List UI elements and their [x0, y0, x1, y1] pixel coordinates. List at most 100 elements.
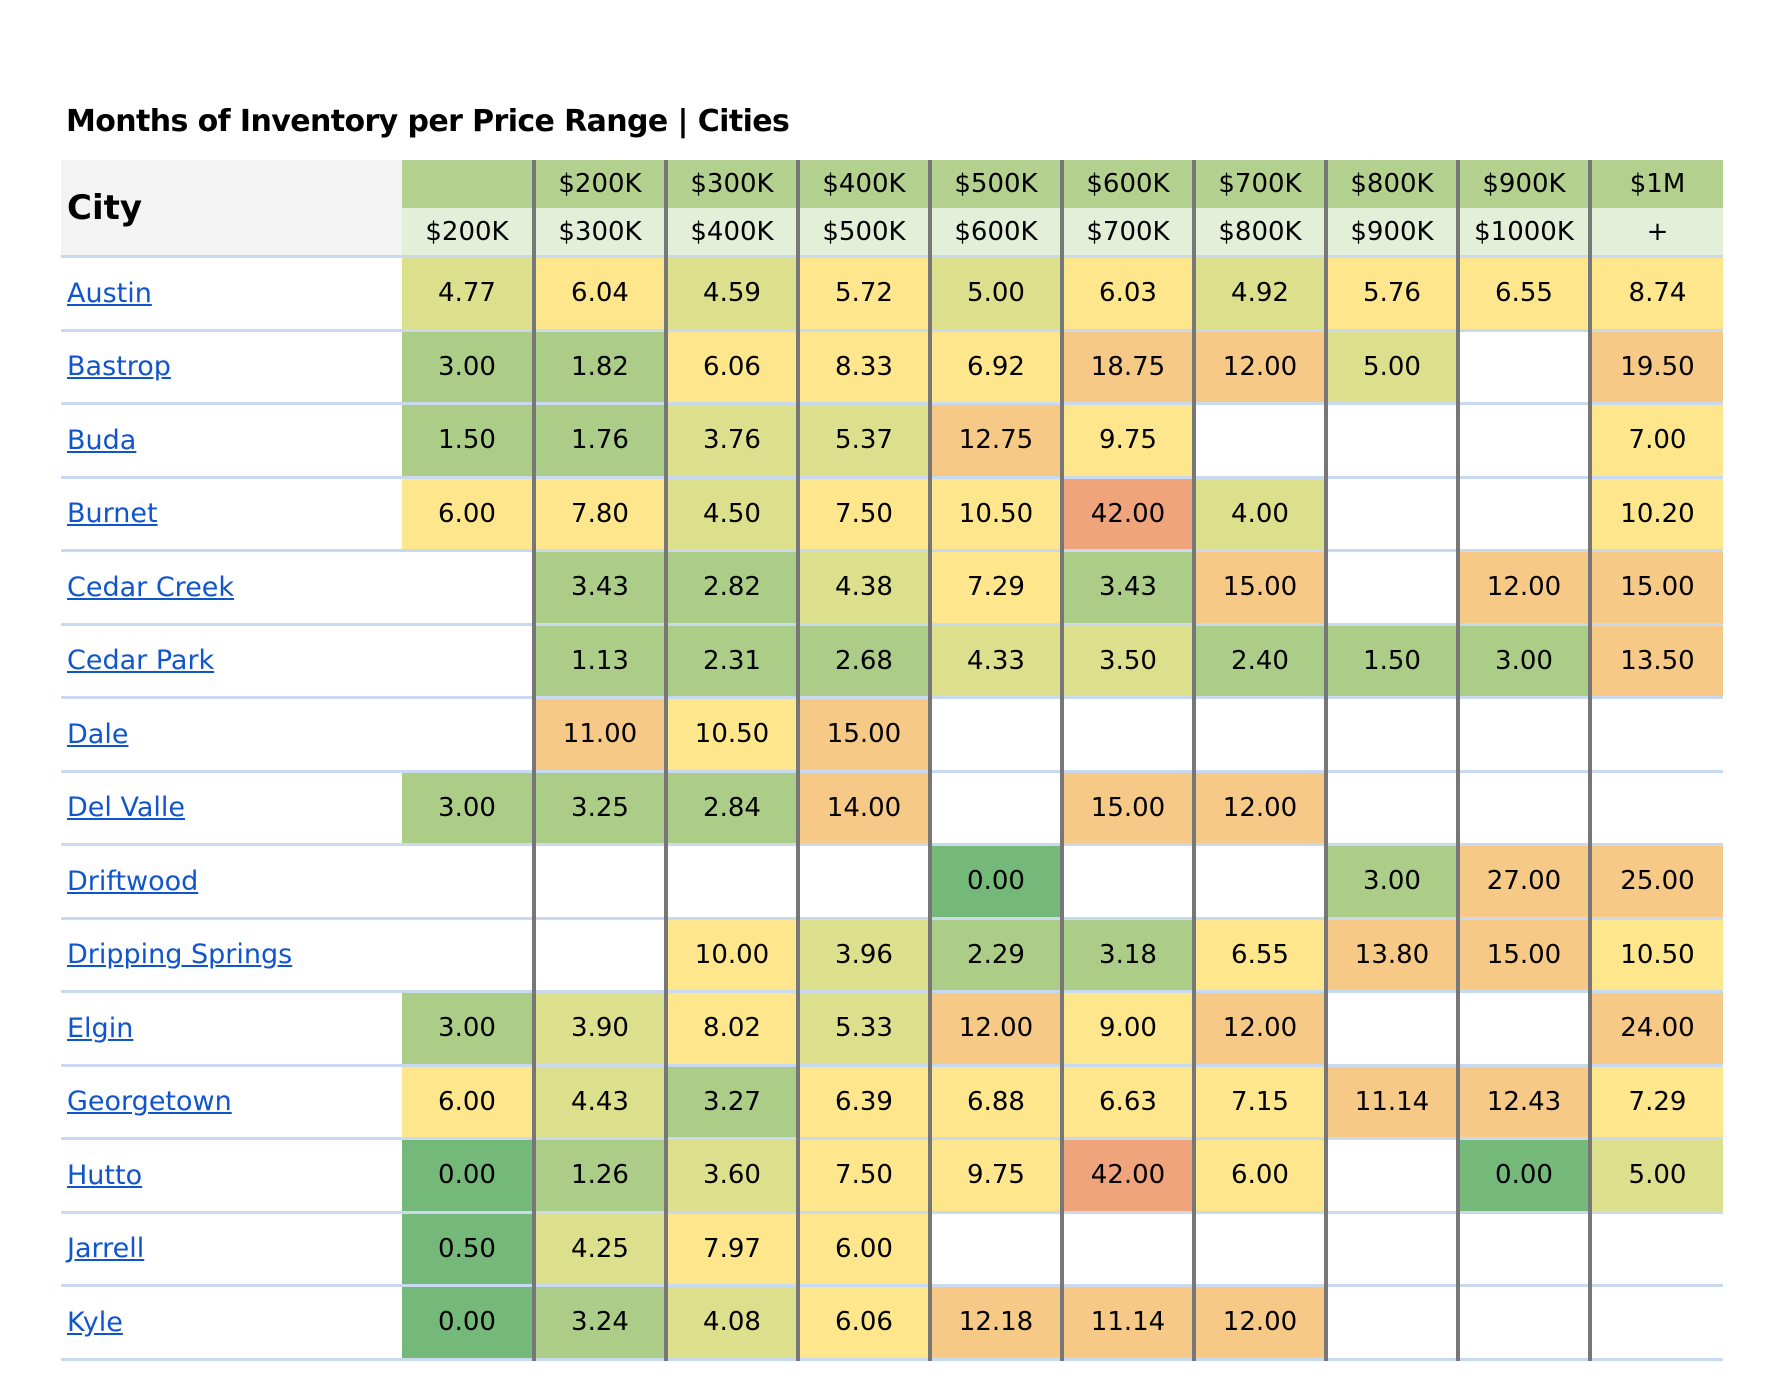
price-range-from-header: $300K [664, 160, 798, 208]
value-cell: 3.50 [1060, 624, 1194, 699]
value-cell [1456, 477, 1590, 552]
city-link[interactable]: Hutto [67, 1159, 143, 1191]
value-cell: 2.82 [664, 550, 798, 626]
value-cell: 9.00 [1060, 991, 1194, 1067]
city-link[interactable]: Del Valle [67, 792, 186, 824]
value-cell [1324, 477, 1458, 552]
value-cell: 3.00 [1324, 844, 1458, 920]
city-cell: Dale [61, 697, 402, 773]
price-range-from-header: $400K [796, 160, 930, 208]
city-link[interactable]: Burnet [67, 498, 158, 530]
value-cell: 1.50 [1324, 624, 1458, 699]
city-cell: Buda [61, 403, 402, 479]
city-cell: Dripping Springs [61, 918, 402, 993]
value-cell: 8.74 [1588, 256, 1723, 332]
city-link[interactable]: Kyle [67, 1306, 123, 1338]
value-cell: 1.26 [532, 1138, 666, 1214]
value-cell: 9.75 [1060, 403, 1194, 479]
value-cell: 4.50 [664, 477, 798, 552]
value-cell: 25.00 [1588, 844, 1723, 920]
value-cell: 6.55 [1192, 918, 1326, 993]
value-cell [1324, 1285, 1458, 1361]
value-cell: 3.43 [532, 550, 666, 626]
value-cell: 4.33 [928, 624, 1062, 699]
value-cell: 3.25 [532, 771, 666, 846]
table-row: Cedar Park 1.13 2.31 2.68 4.33 3.50 2.40 1.50 3.… [61, 624, 1723, 699]
city-cell: Kyle [61, 1285, 402, 1361]
table-row: Burnet 6.00 7.80 4.50 7.50 10.50 42.00 4.00 10.2… [61, 477, 1723, 552]
value-cell [1060, 844, 1194, 920]
value-cell [532, 918, 666, 993]
value-cell: 3.00 [402, 330, 534, 405]
city-link[interactable]: Austin [67, 277, 152, 309]
city-cell: Bastrop [61, 330, 402, 405]
table-row: Bastrop 3.00 1.82 6.06 8.33 6.92 18.75 12.00 5.0… [61, 330, 1723, 405]
table-row: Dripping Springs 10.00 3.96 2.29 3.18 6.55 13.… [61, 918, 1723, 993]
value-cell: 4.59 [664, 256, 798, 332]
value-cell: 3.76 [664, 403, 798, 479]
value-cell: 12.00 [1192, 1285, 1326, 1361]
value-cell [1456, 403, 1590, 479]
price-range-to-header: $700K [1060, 208, 1194, 258]
value-cell: 4.08 [664, 1285, 798, 1361]
city-link[interactable]: Cedar Creek [67, 571, 235, 603]
value-cell: 0.00 [402, 1138, 534, 1214]
value-cell: 2.40 [1192, 624, 1326, 699]
value-cell: 7.15 [1192, 1065, 1326, 1140]
value-cell: 3.60 [664, 1138, 798, 1214]
city-link[interactable]: Jarrell [67, 1233, 145, 1265]
value-cell: 12.00 [928, 991, 1062, 1067]
city-cell: Georgetown [61, 1065, 402, 1140]
value-cell: 27.00 [1456, 844, 1590, 920]
table-row: Hutto 0.00 1.26 3.60 7.50 9.75 42.00 6.00 0.00 5.… [61, 1138, 1723, 1214]
table-row: Cedar Creek 3.43 2.82 4.38 7.29 3.43 15.00 12.0… [61, 550, 1723, 626]
value-cell: 42.00 [1060, 1138, 1194, 1214]
value-cell: 3.00 [1456, 624, 1590, 699]
value-cell: 10.00 [664, 918, 798, 993]
value-cell: 3.27 [664, 1065, 798, 1140]
city-cell: Burnet [61, 477, 402, 552]
table-row: Georgetown 6.00 4.43 3.27 6.39 6.88 6.63 7.15 11… [61, 1065, 1723, 1140]
city-link[interactable]: Bastrop [67, 351, 171, 383]
value-cell [1060, 1212, 1194, 1287]
value-cell [402, 624, 534, 699]
value-cell [1192, 403, 1326, 479]
city-link[interactable]: Buda [67, 424, 137, 456]
city-link[interactable]: Georgetown [67, 1086, 232, 1118]
value-cell: 7.50 [796, 1138, 930, 1214]
value-cell: 6.39 [796, 1065, 930, 1140]
value-cell [1456, 1285, 1590, 1361]
value-cell [1324, 550, 1458, 626]
value-cell: 11.14 [1324, 1065, 1458, 1140]
city-cell: Cedar Park [61, 624, 402, 699]
value-cell: 6.00 [1192, 1138, 1326, 1214]
table-header: City $200K $300K $400K $500K $600K $700K $800K… [61, 160, 1723, 258]
city-link[interactable]: Dale [67, 718, 129, 750]
price-range-from-header [402, 160, 534, 208]
table-body: Austin 4.77 6.04 4.59 5.72 5.00 6.03 4.92 5.76 6.… [61, 256, 1723, 1361]
value-cell [532, 844, 666, 920]
value-cell [1456, 697, 1590, 773]
value-cell: 4.00 [1192, 477, 1326, 552]
value-cell [1060, 697, 1194, 773]
city-link[interactable]: Driftwood [67, 865, 199, 897]
value-cell: 12.00 [1192, 991, 1326, 1067]
city-link[interactable]: Dripping Springs [67, 939, 293, 971]
value-cell: 5.37 [796, 403, 930, 479]
inventory-table: City $200K $300K $400K $500K $600K $700K $800K… [61, 160, 1723, 1361]
value-cell: 3.00 [402, 991, 534, 1067]
city-cell: Driftwood [61, 844, 402, 920]
city-link[interactable]: Elgin [67, 1012, 134, 1044]
city-link[interactable]: Cedar Park [67, 645, 215, 677]
price-range-to-header: $900K [1324, 208, 1458, 258]
value-cell: 6.00 [402, 477, 534, 552]
value-cell [1456, 771, 1590, 846]
value-cell: 12.43 [1456, 1065, 1590, 1140]
value-cell: 4.77 [402, 256, 534, 332]
value-cell [1588, 1212, 1723, 1287]
table-row: Buda 1.50 1.76 3.76 5.37 12.75 9.75 7.00 [61, 403, 1723, 479]
value-cell: 3.00 [402, 771, 534, 846]
value-cell: 12.75 [928, 403, 1062, 479]
price-range-to-header: $1000K [1456, 208, 1590, 258]
price-range-to-header: $500K [796, 208, 930, 258]
